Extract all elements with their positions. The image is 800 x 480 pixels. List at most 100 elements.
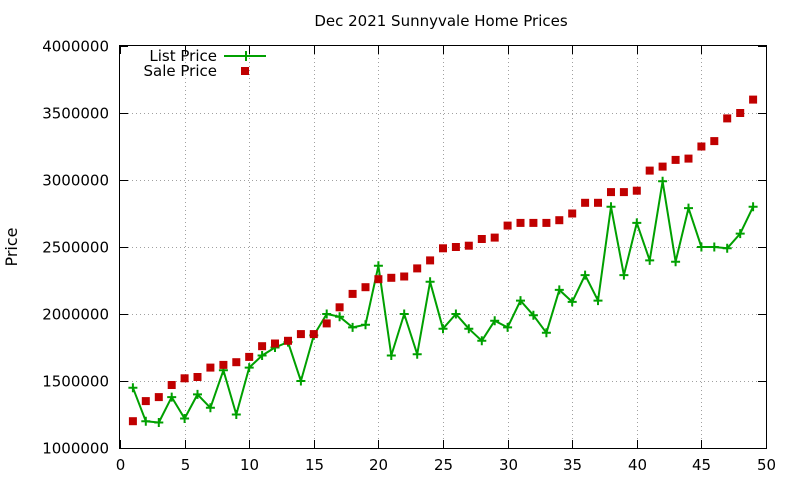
y-tick-label: 4000000 xyxy=(42,38,109,56)
data-point-list-price xyxy=(231,410,241,419)
x-tick-label: 5 xyxy=(181,456,191,474)
data-point-sale-price xyxy=(193,373,202,381)
data-point-list-price xyxy=(541,328,551,338)
data-point-sale-price xyxy=(464,241,473,250)
x-tick-label: 40 xyxy=(628,456,647,474)
data-point-list-price xyxy=(632,218,642,228)
x-tick-label: 30 xyxy=(499,456,518,474)
data-point-list-price xyxy=(671,257,681,267)
data-point-sale-price xyxy=(219,360,228,369)
data-point-sale-price xyxy=(322,319,331,328)
x-tick-label: 0 xyxy=(116,456,126,474)
data-point-list-price xyxy=(154,418,164,427)
axis-ticks: 1000000 1500000 2000000 2500000 3000000 35000… xyxy=(42,38,776,475)
data-point-list-price xyxy=(193,389,202,399)
series-line-list-price xyxy=(131,180,755,424)
data-point-sale-price xyxy=(632,186,641,195)
data-point-list-price xyxy=(322,309,332,319)
data-point-list-price xyxy=(645,255,655,265)
data-point-sale-price xyxy=(490,233,499,242)
data-point-list-price xyxy=(399,309,409,319)
data-point-sale-price xyxy=(568,209,577,218)
data-point-sale-price xyxy=(413,264,422,273)
data-point-sale-price xyxy=(374,275,383,284)
data-point-list-price xyxy=(606,202,616,212)
data-point-list-price xyxy=(451,309,461,319)
data-point-list-price xyxy=(167,392,177,402)
data-point-list-price xyxy=(619,270,629,280)
data-point-list-price xyxy=(684,203,693,213)
data-point-list-price xyxy=(412,349,422,359)
data-point-list-price xyxy=(503,322,513,332)
data-point-sale-price xyxy=(167,381,176,389)
data-point-sale-price xyxy=(671,155,680,164)
data-point-list-price xyxy=(490,316,500,326)
data-point-sale-price xyxy=(180,374,189,383)
data-point-list-price xyxy=(386,351,396,360)
data-point-sale-price xyxy=(503,221,512,230)
x-tick-label: 35 xyxy=(563,456,582,474)
legend: List Price Sale Price xyxy=(144,47,266,80)
data-point-list-price xyxy=(373,261,383,271)
data-point-sale-price xyxy=(296,330,305,339)
data-point-sale-price xyxy=(348,289,357,298)
data-point-list-price xyxy=(425,277,435,287)
data-point-list-price xyxy=(580,270,590,280)
data-point-list-price xyxy=(554,285,564,295)
legend-marker-sale-price xyxy=(241,67,249,75)
data-point-list-price xyxy=(348,322,358,332)
data-point-sale-price xyxy=(400,272,409,281)
y-tick-label: 3000000 xyxy=(42,172,109,190)
data-point-list-price xyxy=(361,320,370,330)
data-point-sale-price xyxy=(607,188,615,197)
data-point-sale-price xyxy=(542,218,551,227)
plot-series xyxy=(128,95,758,427)
data-point-sale-price xyxy=(271,339,279,348)
data-point-sale-price xyxy=(232,358,241,367)
data-point-sale-price xyxy=(529,218,538,227)
data-point-list-price xyxy=(205,403,215,413)
legend-label-sale-price: Sale Price xyxy=(144,62,217,80)
data-point-sale-price xyxy=(736,109,745,117)
data-point-sale-price xyxy=(335,303,344,312)
y-axis-label: Price xyxy=(2,227,21,266)
data-point-sale-price xyxy=(594,198,602,207)
data-point-list-price xyxy=(257,351,267,360)
data-point-list-price xyxy=(244,363,254,373)
data-point-sale-price xyxy=(128,417,137,426)
plot-area-border xyxy=(119,45,767,449)
chart-title: Dec 2021 Sunnyvale Home Prices xyxy=(314,12,568,30)
data-point-sale-price xyxy=(658,162,667,171)
data-point-list-price xyxy=(335,312,345,322)
data-point-list-price xyxy=(593,296,603,306)
legend-label-list-price: List Price xyxy=(149,47,217,65)
data-point-list-price xyxy=(528,310,538,320)
data-point-sale-price xyxy=(309,330,318,339)
data-point-sale-price xyxy=(619,188,628,197)
data-point-list-price xyxy=(438,324,448,334)
data-point-list-price xyxy=(128,383,138,393)
data-point-list-price xyxy=(709,242,719,252)
data-point-list-price xyxy=(296,376,306,386)
data-point-list-price xyxy=(658,176,668,186)
data-point-sale-price xyxy=(258,342,267,351)
y-tick-label: 2000000 xyxy=(42,306,109,324)
x-tick-label: 50 xyxy=(757,456,776,474)
data-point-list-price xyxy=(516,296,525,306)
data-point-sale-price xyxy=(723,114,732,123)
data-point-sale-price xyxy=(645,166,654,175)
x-tick-label: 20 xyxy=(369,456,388,474)
data-point-sale-price xyxy=(426,256,435,265)
x-tick-label: 25 xyxy=(434,456,453,474)
data-point-sale-price xyxy=(284,336,292,345)
x-tick-label: 45 xyxy=(692,456,711,474)
data-point-list-price xyxy=(141,416,151,426)
data-point-sale-price xyxy=(141,397,150,406)
data-point-sale-price xyxy=(710,137,719,146)
data-point-sale-price xyxy=(477,235,486,243)
data-point-list-price xyxy=(477,336,487,346)
data-point-list-price xyxy=(567,297,577,307)
x-tick-label: 15 xyxy=(305,456,324,474)
data-point-sale-price xyxy=(439,244,447,253)
